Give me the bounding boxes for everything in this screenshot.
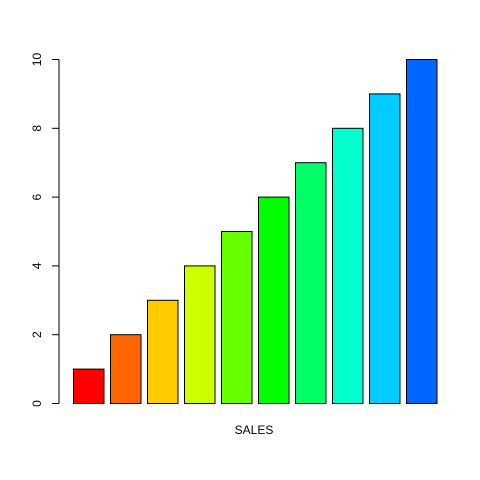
- bar-9: [369, 93, 401, 405]
- y-tick-label: 6: [30, 193, 44, 200]
- bar-4: [184, 265, 216, 404]
- y-tick-label: 2: [30, 331, 44, 338]
- bar-1: [73, 368, 105, 405]
- bar-7: [295, 162, 327, 404]
- bar-2: [110, 334, 142, 405]
- y-tick-label: 4: [30, 262, 44, 269]
- bar-6: [258, 196, 290, 404]
- y-tick-label: 0: [30, 400, 44, 407]
- bar-10: [406, 59, 438, 404]
- y-axis-ticks: 0 2 4 6 8 10: [30, 53, 59, 407]
- bars-group: [73, 59, 438, 405]
- bar-8: [332, 127, 364, 405]
- bar-5: [221, 231, 253, 404]
- x-axis-label: SALES: [235, 423, 274, 437]
- bar-3: [147, 299, 179, 404]
- y-tick-label: 8: [30, 125, 44, 132]
- y-tick-label: 10: [30, 53, 44, 67]
